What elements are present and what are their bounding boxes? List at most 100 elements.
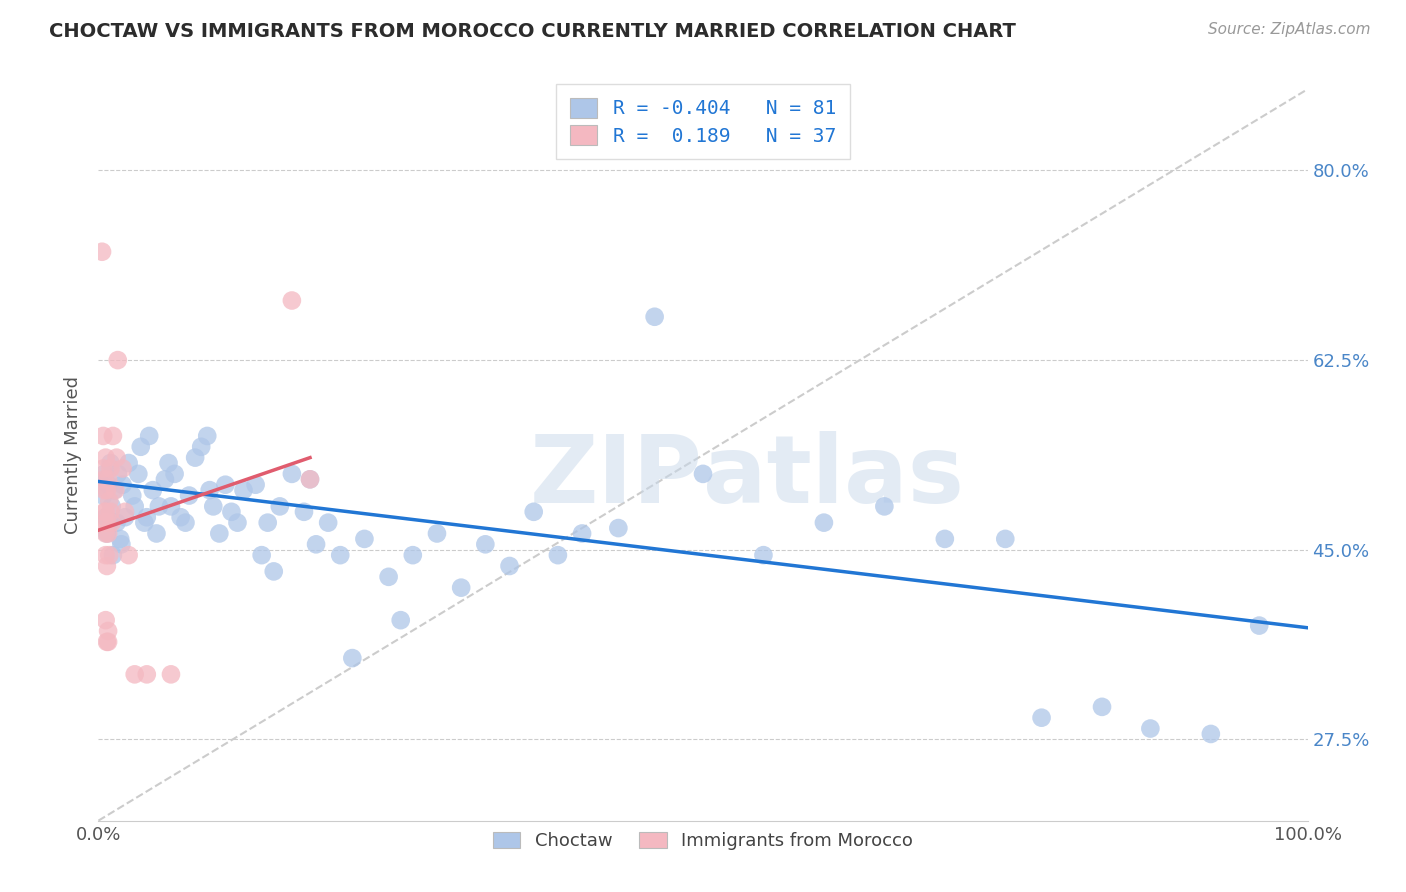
Point bbox=[571, 526, 593, 541]
Point bbox=[813, 516, 835, 530]
Point bbox=[93, 472, 115, 486]
Point bbox=[160, 667, 183, 681]
Point bbox=[96, 483, 118, 497]
Point bbox=[148, 500, 170, 514]
Point bbox=[160, 500, 183, 514]
Text: atlas: atlas bbox=[703, 431, 965, 523]
Point bbox=[94, 548, 117, 562]
Point bbox=[145, 526, 167, 541]
Point bbox=[138, 429, 160, 443]
Legend: Choctaw, Immigrants from Morocco: Choctaw, Immigrants from Morocco bbox=[484, 822, 922, 859]
Point bbox=[100, 500, 122, 514]
Point bbox=[523, 505, 546, 519]
Point bbox=[226, 516, 249, 530]
Point bbox=[94, 526, 117, 541]
Point bbox=[752, 548, 775, 562]
Point bbox=[179, 489, 201, 503]
Point bbox=[214, 477, 236, 491]
Point bbox=[221, 505, 243, 519]
Point bbox=[97, 526, 120, 541]
Text: ZIP: ZIP bbox=[530, 431, 703, 523]
Point bbox=[97, 635, 120, 649]
Point bbox=[174, 516, 197, 530]
Point bbox=[100, 516, 122, 530]
Point bbox=[198, 483, 221, 497]
Point bbox=[93, 516, 115, 530]
Point bbox=[98, 548, 121, 562]
Point bbox=[256, 516, 278, 530]
Point bbox=[157, 456, 180, 470]
Point bbox=[402, 548, 425, 562]
Point bbox=[96, 559, 118, 574]
Point bbox=[93, 467, 115, 481]
Point bbox=[1199, 727, 1222, 741]
Point bbox=[263, 565, 285, 579]
Point bbox=[281, 467, 304, 481]
Point bbox=[101, 548, 124, 562]
Point bbox=[104, 483, 127, 497]
Point bbox=[299, 472, 322, 486]
Point bbox=[105, 516, 128, 530]
Point bbox=[91, 244, 114, 259]
Point bbox=[97, 624, 120, 638]
Point bbox=[91, 461, 114, 475]
Point bbox=[269, 500, 291, 514]
Point bbox=[342, 651, 364, 665]
Point bbox=[232, 483, 254, 497]
Point bbox=[129, 440, 152, 454]
Point bbox=[118, 456, 141, 470]
Point bbox=[100, 505, 122, 519]
Point bbox=[91, 429, 114, 443]
Point bbox=[111, 461, 134, 475]
Point bbox=[110, 537, 132, 551]
Text: Source: ZipAtlas.com: Source: ZipAtlas.com bbox=[1208, 22, 1371, 37]
Point bbox=[1091, 699, 1114, 714]
Point bbox=[94, 505, 117, 519]
Point bbox=[96, 516, 118, 530]
Point bbox=[353, 532, 375, 546]
Point bbox=[169, 510, 191, 524]
Point bbox=[607, 521, 630, 535]
Point bbox=[135, 510, 157, 524]
Point bbox=[98, 494, 121, 508]
Point bbox=[142, 483, 165, 497]
Point bbox=[426, 526, 449, 541]
Point bbox=[547, 548, 569, 562]
Point bbox=[93, 505, 115, 519]
Point bbox=[299, 472, 322, 486]
Point bbox=[101, 429, 124, 443]
Point bbox=[93, 483, 115, 497]
Point bbox=[184, 450, 207, 465]
Point bbox=[100, 461, 122, 475]
Point bbox=[100, 456, 122, 470]
Point bbox=[644, 310, 666, 324]
Point bbox=[114, 510, 136, 524]
Point bbox=[107, 467, 129, 481]
Point bbox=[450, 581, 472, 595]
Point bbox=[281, 293, 304, 308]
Point bbox=[250, 548, 273, 562]
Point bbox=[107, 353, 129, 368]
Point bbox=[134, 516, 156, 530]
Point bbox=[96, 635, 118, 649]
Y-axis label: Currently Married: Currently Married bbox=[65, 376, 83, 534]
Point bbox=[316, 516, 339, 530]
Point bbox=[127, 467, 149, 481]
Point bbox=[97, 472, 120, 486]
Point bbox=[91, 489, 114, 503]
Point bbox=[98, 516, 121, 530]
Point bbox=[97, 477, 120, 491]
Point bbox=[163, 467, 186, 481]
Point bbox=[498, 559, 520, 574]
Point bbox=[94, 450, 117, 465]
Text: CHOCTAW VS IMMIGRANTS FROM MOROCCO CURRENTLY MARRIED CORRELATION CHART: CHOCTAW VS IMMIGRANTS FROM MOROCCO CURRE… bbox=[49, 22, 1017, 41]
Point bbox=[329, 548, 352, 562]
Point bbox=[91, 477, 114, 491]
Point bbox=[202, 500, 225, 514]
Point bbox=[94, 510, 117, 524]
Point bbox=[305, 537, 328, 551]
Point bbox=[153, 472, 176, 486]
Point bbox=[105, 450, 128, 465]
Point bbox=[118, 548, 141, 562]
Point bbox=[377, 570, 399, 584]
